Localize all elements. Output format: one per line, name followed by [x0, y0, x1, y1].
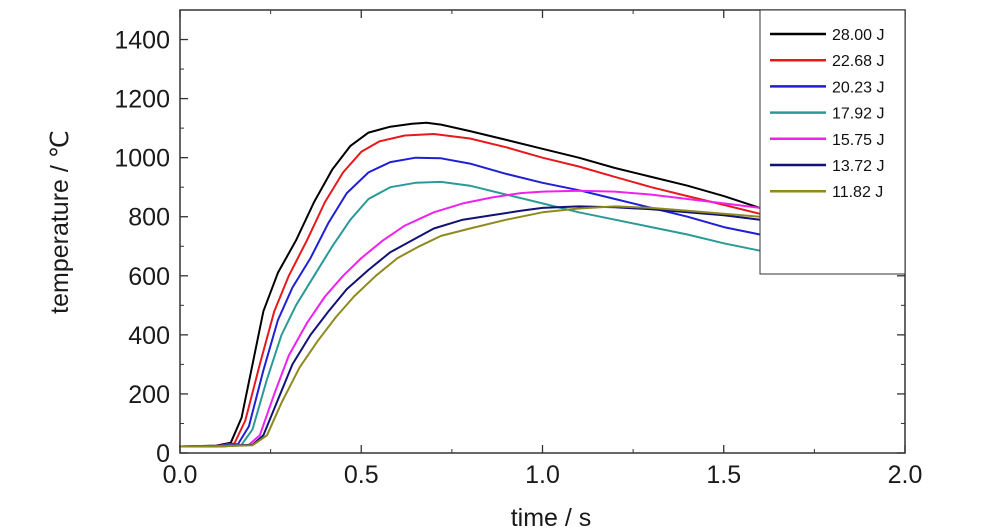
series-line-5	[179, 189, 761, 448]
y-tick-label: 0	[156, 440, 170, 468]
series-lines	[179, 121, 761, 448]
legend-label-2: 22.68 J	[832, 53, 884, 70]
y-tick-label: 1400	[114, 27, 170, 55]
legend-label-3: 20.23 J	[832, 79, 884, 96]
series-line-6	[179, 205, 761, 448]
legend-label-7: 11.82 J	[832, 184, 883, 201]
x-tick-label: 0.0	[163, 461, 198, 489]
y-tick-label: 1200	[114, 86, 170, 114]
x-tick-label: 1.5	[706, 461, 741, 489]
y-tick-label: 400	[128, 322, 170, 350]
y-tick-labels: 0 200 400 600 800 1000 1200 1400	[114, 27, 170, 468]
y-tick-label: 1000	[114, 145, 170, 173]
legend: 28.00 J 22.68 J 20.23 J 17.92 J 15.75 J 13.72…	[759, 9, 906, 275]
series-line-1	[179, 121, 761, 448]
x-tick-label: 0.5	[344, 461, 379, 489]
legend-label-4: 17.92 J	[832, 106, 884, 123]
series-line-2	[179, 133, 761, 448]
legend-label-1: 28.00 J	[832, 27, 884, 44]
y-tick-label: 800	[128, 204, 170, 232]
series-line-4	[179, 180, 761, 448]
legend-label-5: 15.75 J	[832, 132, 884, 149]
x-tick-labels: 0.0 0.5 1.0 1.5 2.0	[163, 461, 923, 489]
y-axis-title: temperature / ℃	[46, 130, 74, 314]
series-line-3	[179, 156, 761, 448]
series-line-7	[179, 205, 761, 448]
y-tick-label: 600	[128, 263, 170, 291]
legend-label-6: 13.72 J	[832, 158, 884, 175]
legend-box	[759, 9, 906, 275]
x-tick-label: 1.0	[525, 461, 560, 489]
y-tick-label: 200	[128, 381, 170, 409]
x-tick-label: 2.0	[888, 461, 923, 489]
x-axis-title: time / s	[511, 504, 592, 532]
